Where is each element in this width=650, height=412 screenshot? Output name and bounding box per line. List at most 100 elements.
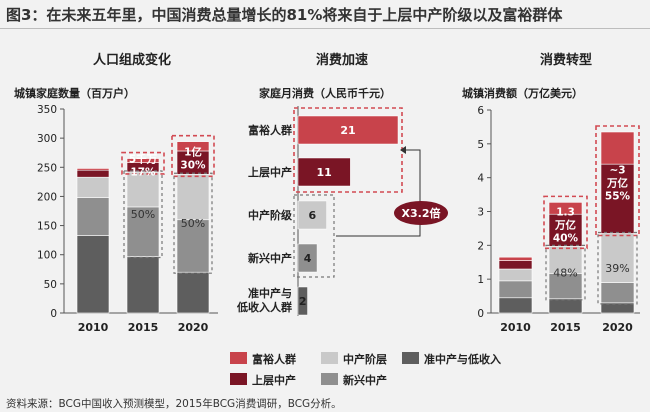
- y-tick-label: 250: [37, 162, 57, 174]
- legend-swatch: [321, 373, 338, 385]
- bar: [297, 243, 318, 273]
- arrow-head: [400, 146, 406, 154]
- data-label: 2: [299, 295, 307, 308]
- bar-segment: [498, 260, 533, 270]
- y-tick-label: 4: [477, 173, 484, 185]
- annotation-text: 万亿: [606, 177, 628, 190]
- bar-segment: [600, 233, 635, 283]
- bar-segment: [76, 235, 110, 314]
- y-tick-label: 50: [44, 279, 57, 291]
- category-label-line: 准中产与: [248, 286, 292, 300]
- category-label: 上层中产: [248, 165, 292, 179]
- bar-segment: [498, 297, 533, 314]
- data-label: 50%: [131, 208, 155, 221]
- annotation-text: 1.3: [556, 206, 575, 218]
- y-tick-label: 100: [37, 250, 57, 262]
- connector-line: [336, 149, 421, 237]
- annotation-text: ~3: [609, 165, 625, 177]
- annotation-text: 30%: [180, 159, 206, 171]
- legend-swatch: [402, 352, 419, 364]
- legend-swatch: [230, 352, 247, 364]
- multiplier-label: X3.2倍: [402, 206, 441, 220]
- x-tick-label: 2015: [128, 321, 159, 334]
- y-tick-label: 150: [37, 221, 57, 233]
- x-tick-label: 2020: [178, 321, 209, 334]
- bar: [297, 286, 308, 316]
- y-tick-label: 0: [477, 308, 484, 320]
- panel-title: 消费加速: [316, 52, 368, 68]
- highlight-box: [543, 195, 588, 250]
- category-label: 富裕人群: [248, 123, 292, 137]
- data-label: 11: [317, 166, 332, 179]
- figure-title: 图3：在未来五年里，中国消费总量增长的81%将来自于上层中产阶级以及富裕群体: [6, 6, 563, 24]
- highlight-box: [597, 231, 638, 305]
- highlight-box: [123, 170, 163, 259]
- annotation-text: 5千万: [129, 153, 158, 166]
- bar-segment: [176, 141, 210, 152]
- bar: [297, 200, 327, 230]
- bar-segment: [600, 163, 635, 234]
- bar-segment: [498, 256, 533, 261]
- bar-segment: [600, 131, 635, 165]
- bar-segment: [548, 298, 583, 314]
- annotation-text: 万亿: [554, 218, 576, 231]
- y-axis-label: 城镇消费额（万亿美元）: [462, 86, 583, 100]
- x-tick-label: 2010: [78, 321, 109, 334]
- bar-segment: [176, 173, 210, 221]
- highlight-box: [173, 172, 213, 274]
- bar: [297, 157, 351, 187]
- highlight-box: [545, 244, 586, 301]
- highlight-box: [293, 194, 335, 278]
- bar-segment: [548, 246, 583, 274]
- bar-segment: [600, 282, 635, 304]
- data-label: 6: [308, 209, 316, 222]
- bar-segment: [498, 268, 533, 282]
- bar-segment: [548, 273, 583, 300]
- highlight-box: [121, 151, 165, 175]
- bar-segment: [126, 206, 160, 257]
- bar-segment: [76, 197, 110, 236]
- bar-segment: [126, 256, 160, 314]
- y-tick-label: 5: [477, 139, 484, 151]
- category-label: 准中产与低收入人群: [236, 286, 292, 314]
- data-label: 48%: [553, 267, 577, 280]
- legend-label: 富裕人群: [252, 352, 296, 366]
- bar-segment: [76, 176, 110, 198]
- bar: [297, 115, 399, 145]
- x-tick-label: 2010: [500, 321, 531, 334]
- legend-label: 准中产与低收入: [424, 352, 501, 366]
- bar-segment: [498, 280, 533, 299]
- axis-label: 家庭月消费（人民币千元）: [259, 86, 391, 100]
- bar-segment: [76, 169, 110, 178]
- data-label: 21: [340, 124, 355, 137]
- legend-label: 上层中产: [252, 373, 296, 387]
- multiplier-badge: [394, 201, 448, 225]
- legend-label: 新兴中产: [343, 373, 387, 387]
- annotation-text: 55%: [605, 191, 631, 203]
- bar-segment: [548, 202, 583, 215]
- annotation-text: 17%: [130, 167, 156, 179]
- bar-segment: [76, 168, 110, 171]
- y-tick-label: 1: [477, 274, 484, 286]
- category-label: 中产阶级: [248, 208, 293, 222]
- source-note: 资料来源：BCG中国收入预测模型，2015年BCG消费调研，BCG分析。: [6, 398, 342, 410]
- y-tick-label: 200: [37, 191, 57, 203]
- x-tick-label: 2015: [550, 321, 581, 334]
- y-tick-label: 3: [477, 207, 484, 219]
- bar-segment: [600, 302, 635, 314]
- highlight-box: [595, 125, 640, 237]
- legend-swatch: [321, 352, 338, 364]
- y-axis-label: 城镇家庭数量（百万户）: [14, 86, 135, 100]
- panel-title: 人口组成变化: [93, 52, 171, 68]
- panel-title: 消费转型: [540, 52, 592, 68]
- annotation-text: 1亿: [184, 145, 202, 158]
- data-label: 39%: [605, 262, 629, 275]
- y-tick-label: 0: [50, 308, 57, 320]
- highlight-box: [171, 134, 215, 178]
- annotation-text: 40%: [553, 232, 579, 244]
- data-label: 50%: [181, 217, 205, 230]
- bar-segment: [176, 219, 210, 273]
- legend-swatch: [230, 373, 247, 385]
- data-label: 4: [304, 252, 312, 265]
